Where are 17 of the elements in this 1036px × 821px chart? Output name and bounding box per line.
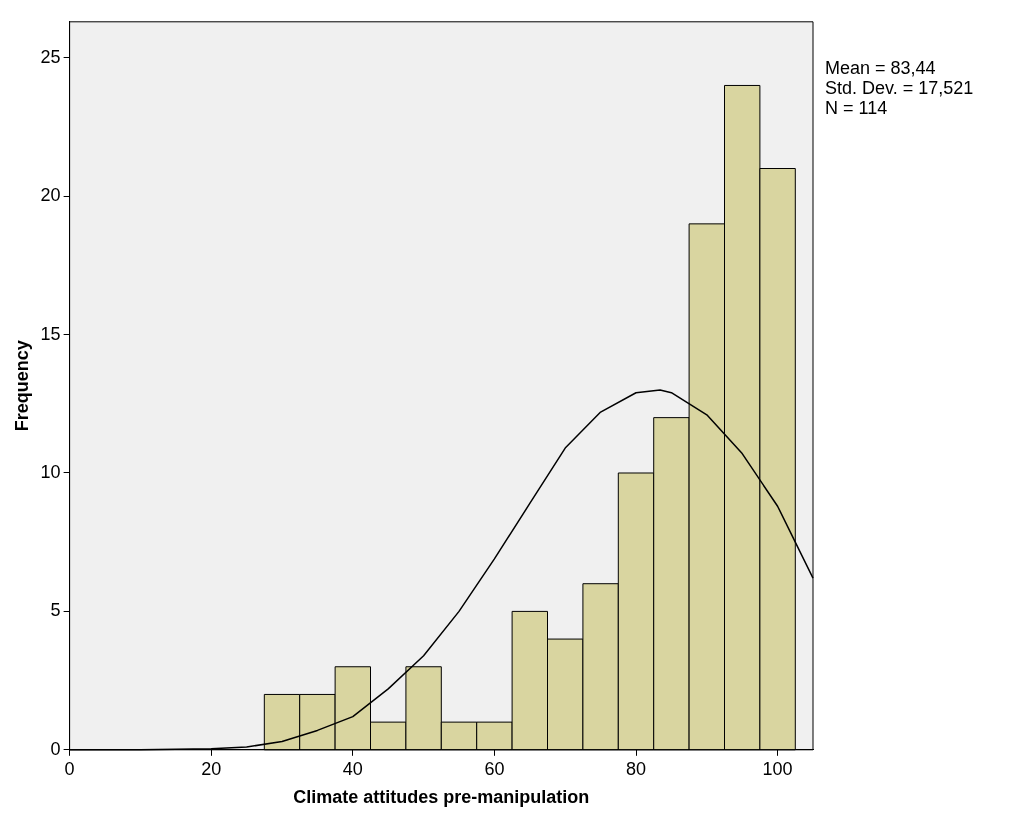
- x-tick-label: 20: [201, 758, 222, 779]
- y-tick-label: 5: [50, 600, 61, 621]
- x-tick-label: 80: [625, 758, 647, 779]
- y-axis-title: Frequency: [11, 340, 32, 432]
- y-tick-label: 0: [50, 738, 61, 759]
- y-tick-label: 10: [40, 461, 61, 482]
- x-axis-title: Climate attitudes pre-manipulation: [293, 787, 590, 808]
- x-tick-label: 100: [762, 758, 793, 779]
- text: Std. Dev. = 17,521: [825, 77, 974, 98]
- x-tick-label: 60: [484, 758, 505, 779]
- text: Mean = 83,44: [825, 57, 936, 78]
- y-tick-label: 25: [40, 46, 61, 67]
- y-tick-label: 15: [40, 323, 61, 344]
- text: N = 114: [825, 97, 888, 118]
- x-tick-label: 0: [64, 758, 75, 779]
- y-tick-label: 20: [40, 185, 61, 206]
- x-tick-label: 40: [342, 758, 363, 779]
